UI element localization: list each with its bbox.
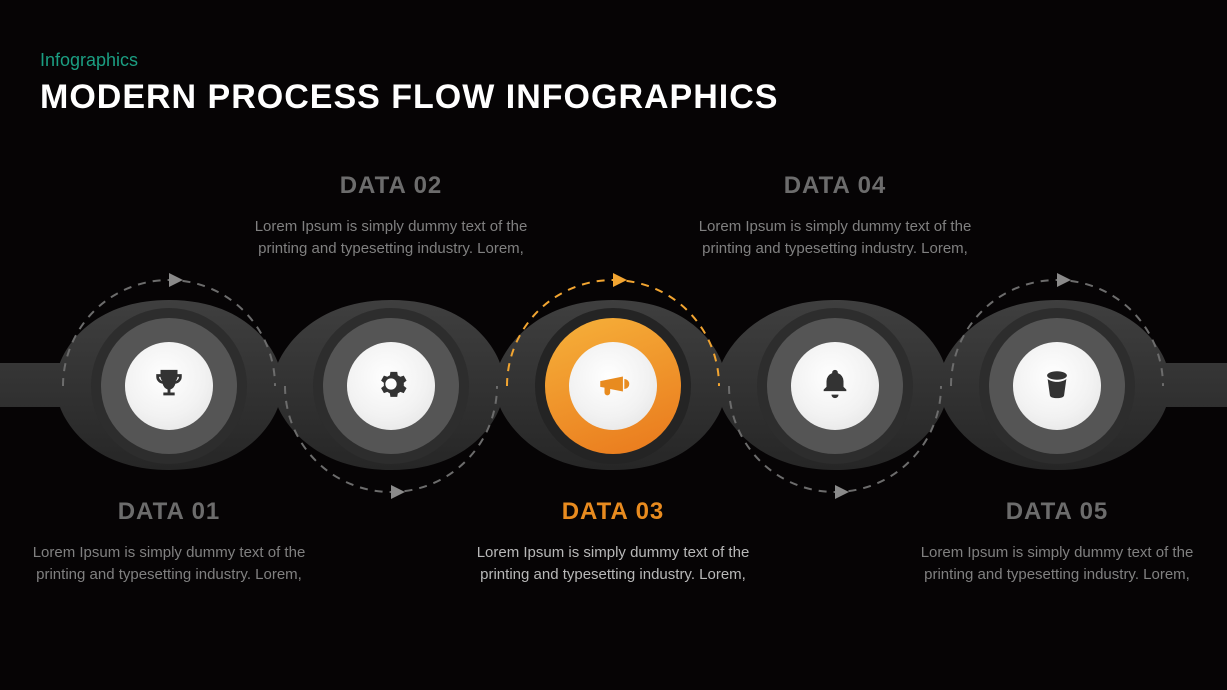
- node-hub: [569, 342, 657, 430]
- step-3-body: Lorem Ipsum is simply dummy text of the …: [463, 542, 763, 586]
- trophy-icon: [152, 367, 186, 406]
- step-4-node: [757, 308, 913, 464]
- page-title: MODERN PROCESS FLOW INFOGRAPHICS: [40, 78, 778, 117]
- step-2-title: DATA 02: [241, 172, 541, 200]
- node-hub: [347, 342, 435, 430]
- step-3-title: DATA 03: [463, 498, 763, 526]
- node-hub: [125, 342, 213, 430]
- step-5-node: [979, 308, 1135, 464]
- megaphone-icon: [596, 367, 630, 406]
- step-1-node: [91, 308, 247, 464]
- step-5-body: Lorem Ipsum is simply dummy text of the …: [907, 542, 1207, 586]
- step-1-body: Lorem Ipsum is simply dummy text of the …: [19, 542, 319, 586]
- step-4-title: DATA 04: [685, 172, 985, 200]
- infographic-canvas: Infographics MODERN PROCESS FLOW INFOGRA…: [0, 0, 1227, 690]
- step-5-title: DATA 05: [907, 498, 1207, 526]
- bucket-icon: [1040, 367, 1074, 406]
- node-hub: [791, 342, 879, 430]
- step-2-node: [313, 308, 469, 464]
- gear-icon: [374, 367, 408, 406]
- step-3-node: [535, 308, 691, 464]
- node-hub: [1013, 342, 1101, 430]
- step-2-body: Lorem Ipsum is simply dummy text of the …: [241, 216, 541, 260]
- bell-icon: [818, 367, 852, 406]
- step-1-title: DATA 01: [19, 498, 319, 526]
- step-4-body: Lorem Ipsum is simply dummy text of the …: [685, 216, 985, 260]
- eyebrow-label: Infographics: [40, 50, 138, 71]
